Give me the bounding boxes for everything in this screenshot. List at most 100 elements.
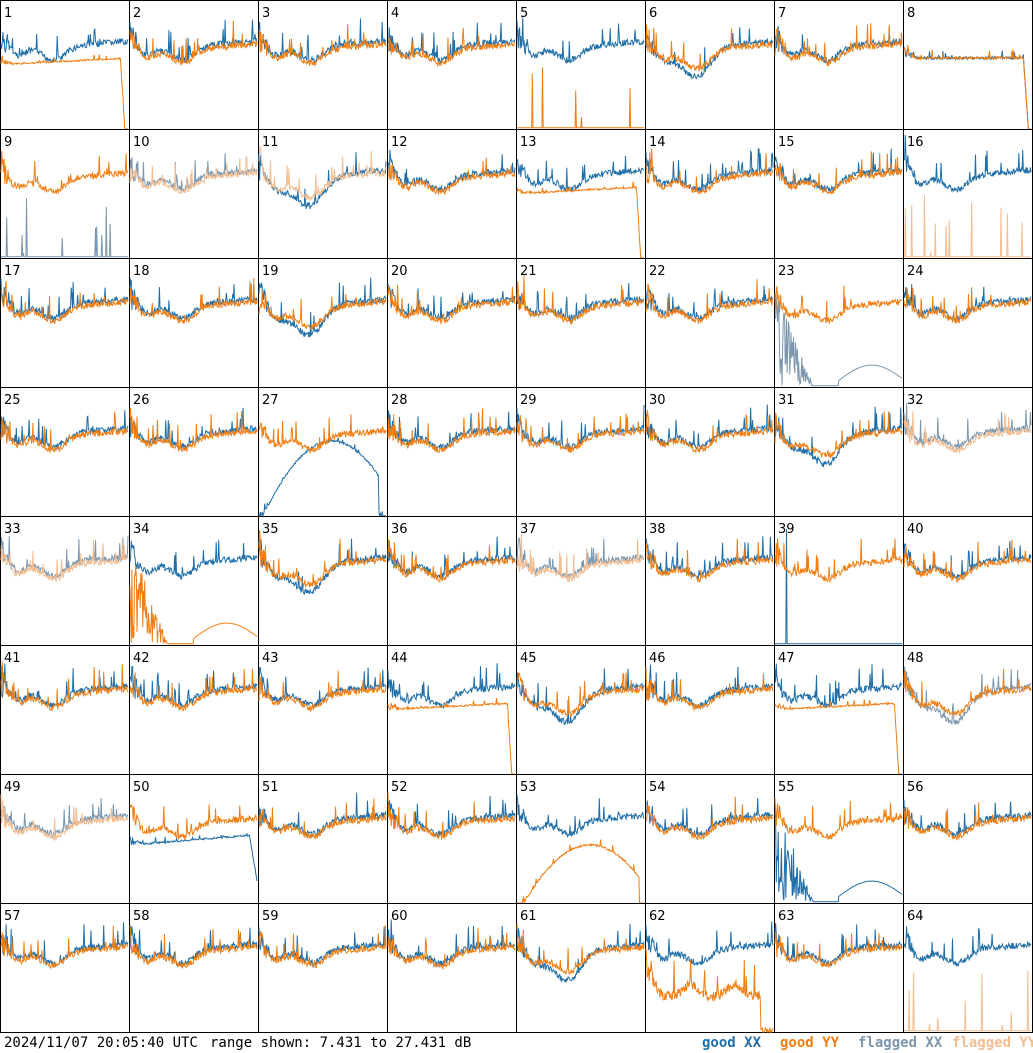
antenna-panel-52: 52: [387, 774, 517, 904]
panel-frame: [645, 387, 775, 517]
antenna-panel-47: 47: [774, 645, 904, 775]
panel-frame: [774, 0, 904, 130]
series-yy-line: [0, 661, 129, 712]
antenna-panel-33: 33: [0, 516, 130, 646]
panel-label: 46: [649, 651, 666, 666]
antenna-panel-21: 21: [516, 258, 646, 388]
antenna-panel-63: 63: [774, 903, 904, 1033]
panel-label: 59: [262, 909, 279, 924]
series-yy-line: [645, 24, 774, 72]
antenna-panel-2: 2: [129, 0, 259, 130]
panel-frame: [258, 129, 388, 259]
series-yy-line: [903, 287, 1032, 324]
panel-label: 56: [907, 780, 924, 795]
panel-frame: [387, 903, 517, 1033]
series-xx-line: [129, 665, 258, 709]
panel-frame: [774, 129, 904, 259]
antenna-panel-6: 6: [645, 0, 775, 130]
panel-frame: [903, 774, 1033, 904]
series-yy-line: [258, 24, 387, 68]
antenna-panel-26: 26: [129, 387, 259, 517]
panel-label: 42: [133, 651, 150, 666]
panel-label: 6: [649, 6, 657, 21]
series-yy-line: [774, 699, 902, 775]
series-yy-line: [258, 529, 387, 589]
panel-label: 58: [133, 909, 150, 924]
series-yy-line: [129, 278, 258, 324]
antenna-panel-49: 49: [0, 774, 130, 904]
series-yy-line: [645, 279, 774, 324]
panel-frame: [129, 903, 259, 1033]
panel-frame: [903, 387, 1033, 517]
antenna-panel-1: 1: [0, 0, 130, 130]
antenna-panel-58: 58: [129, 903, 259, 1033]
antenna-panel-36: 36: [387, 516, 517, 646]
panel-frame: [903, 903, 1033, 1033]
series-xx-line: [0, 798, 128, 839]
panel-frame: [645, 516, 775, 646]
series-xx-line: [516, 155, 645, 193]
panel-frame: [387, 129, 517, 259]
panel-label: 54: [649, 780, 666, 795]
series-xx-line: [387, 795, 516, 839]
series-yy-line: [645, 947, 774, 1033]
series-yy-line: [129, 408, 258, 453]
panel-frame: [645, 903, 775, 1033]
series-yy-line: [516, 413, 645, 453]
series-yy-line: [904, 970, 1031, 1032]
antenna-panel-11: 11: [258, 129, 388, 259]
series-yy-line: [258, 289, 387, 330]
panel-frame: [258, 774, 388, 904]
panel-label: 50: [133, 780, 150, 795]
antenna-panel-8: 8: [903, 0, 1033, 130]
panel-frame: [258, 387, 388, 517]
panel-frame: [129, 129, 259, 259]
panel-frame: [645, 258, 775, 388]
range-label: range shown: 7.431 to 27.431 dB: [210, 1035, 472, 1051]
antenna-panel-42: 42: [129, 645, 259, 775]
panel-label: 48: [907, 651, 924, 666]
series-xx-line: [1, 198, 128, 258]
panel-frame: [258, 903, 388, 1033]
antenna-panel-59: 59: [258, 903, 388, 1033]
antenna-panel-41: 41: [0, 645, 130, 775]
panel-label: 36: [391, 522, 408, 537]
panel-frame: [0, 0, 130, 130]
antenna-panel-10: 10: [129, 129, 259, 259]
antenna-panel-25: 25: [0, 387, 130, 517]
series-yy-line: [0, 539, 129, 582]
panel-frame: [645, 0, 775, 130]
panel-frame: [387, 258, 517, 388]
panel-label: 38: [649, 522, 666, 537]
panel-label: 34: [133, 522, 150, 537]
series-xx-line: [645, 921, 774, 967]
legend-flagged-xx: flagged XX: [858, 1035, 943, 1051]
panel-label: 22: [649, 264, 666, 279]
panel-frame: [0, 903, 130, 1033]
antenna-panel-17: 17: [0, 258, 130, 388]
series-xx-line: [129, 833, 258, 882]
panel-label: 31: [778, 393, 795, 408]
antenna-panel-46: 46: [645, 645, 775, 775]
panel-frame: [129, 258, 259, 388]
panel-frame: [387, 387, 517, 517]
panel-label: 7: [778, 6, 786, 21]
series-yy-line: [774, 285, 902, 324]
panel-label: 40: [907, 522, 924, 537]
series-xx-line: [645, 147, 774, 192]
series-yy-line: [0, 925, 129, 970]
series-yy-line: [258, 670, 387, 713]
series-xx-line: [645, 664, 774, 709]
panel-label: 4: [391, 6, 399, 21]
panel-label: 62: [649, 909, 666, 924]
series-xx-line: [774, 663, 903, 709]
series-yy-line: [774, 931, 903, 969]
panel-label: 19: [262, 264, 279, 279]
panel-label: 3: [262, 6, 270, 21]
panel-label: 21: [520, 264, 537, 279]
series-xx-line: [903, 134, 1032, 194]
panel-label: 24: [907, 264, 924, 279]
panel-label: 25: [4, 393, 21, 408]
antenna-panel-23: 23: [774, 258, 904, 388]
